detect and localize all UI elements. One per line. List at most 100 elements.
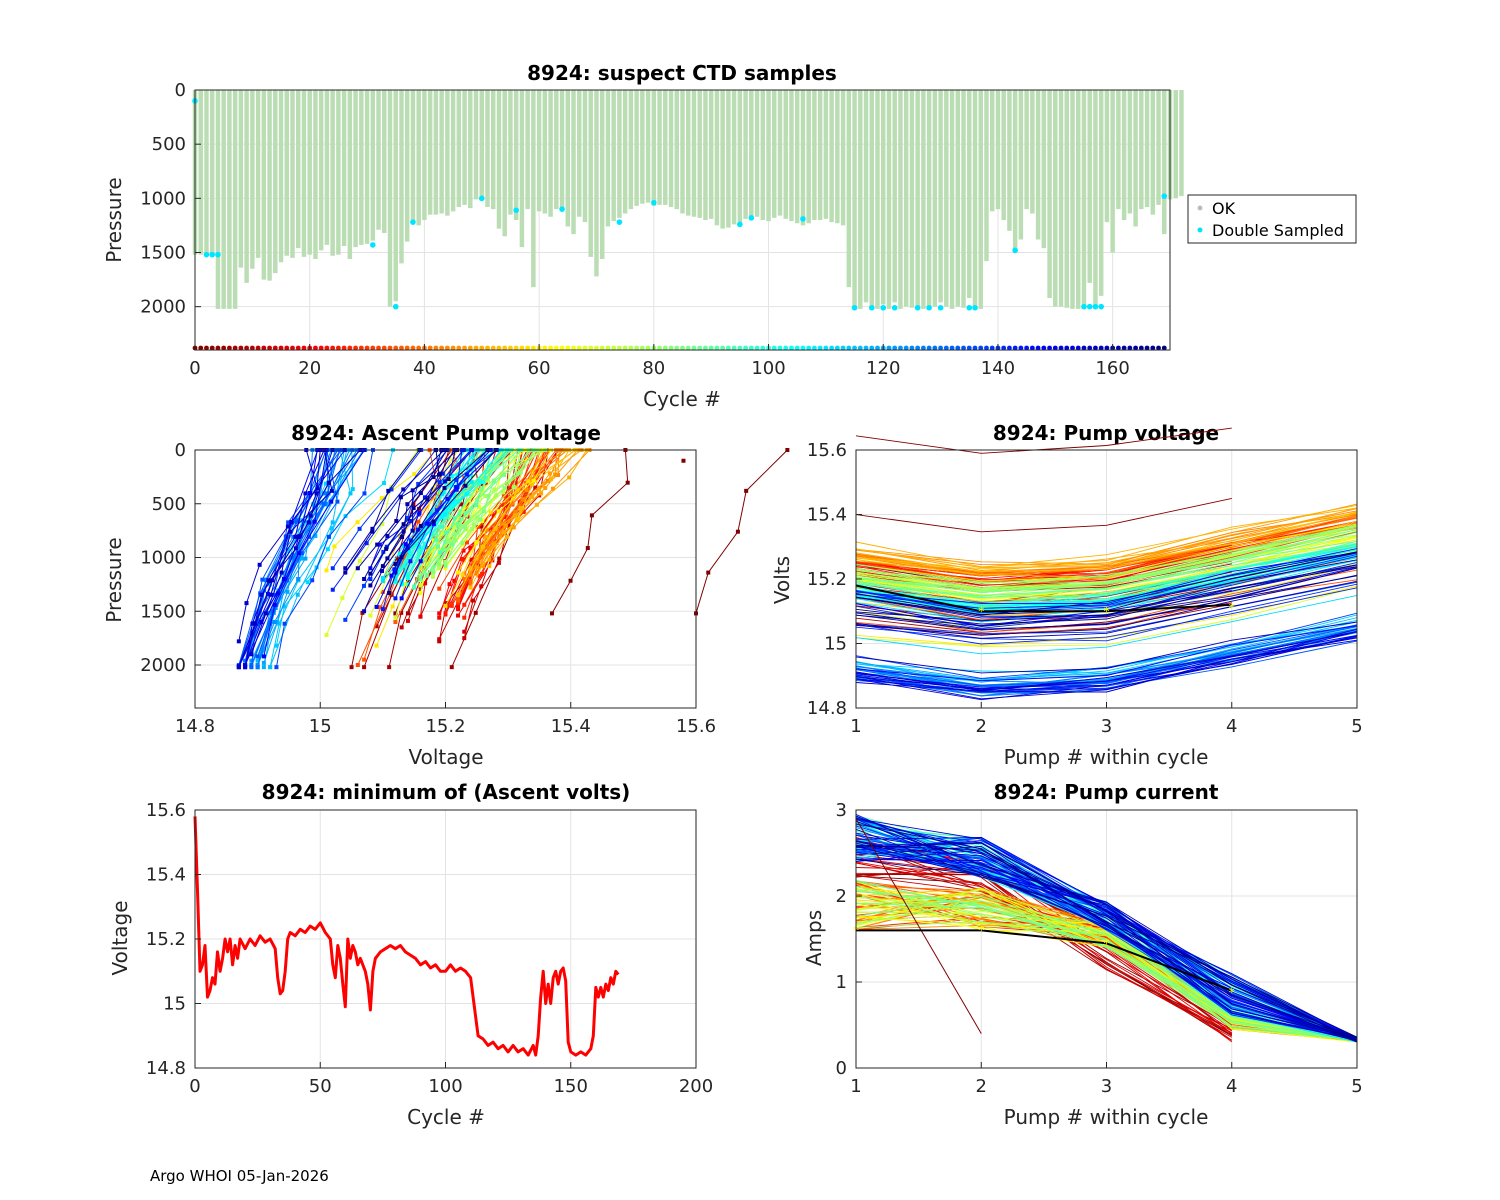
ascent-point bbox=[362, 577, 367, 581]
ascent-point bbox=[340, 595, 345, 600]
ascent-point bbox=[428, 511, 433, 516]
cycle-color-dot bbox=[617, 345, 622, 351]
ascent-point bbox=[335, 499, 340, 504]
ascent-point bbox=[463, 526, 468, 531]
ascent-cycle-line bbox=[238, 449, 321, 668]
ascent-point bbox=[405, 575, 410, 580]
ascent-cycle-line bbox=[394, 449, 488, 565]
suspect-axes-frame bbox=[194, 89, 1171, 351]
pumpcurr-x-tick-label: 4 bbox=[1226, 1076, 1237, 1097]
suspect-x-tick-label: 40 bbox=[413, 358, 436, 379]
ascent-point bbox=[477, 573, 482, 578]
pumpvolt-cycle-line bbox=[855, 427, 1232, 454]
ascent-point bbox=[503, 515, 508, 520]
ascent-point bbox=[285, 524, 290, 529]
ascent-point bbox=[531, 478, 536, 483]
ascent-point bbox=[384, 546, 389, 551]
ascent-point bbox=[423, 581, 428, 586]
ascent-point bbox=[483, 494, 488, 499]
ascent-point bbox=[417, 510, 422, 515]
ascent-point bbox=[424, 573, 429, 578]
ascent-point bbox=[486, 478, 491, 483]
double-sampled-point bbox=[1161, 193, 1168, 199]
ascent-cycle-line bbox=[369, 449, 440, 574]
ascent-point bbox=[322, 491, 327, 496]
ascent-point bbox=[255, 663, 260, 667]
legend-ok-marker bbox=[1197, 205, 1203, 211]
ascent-point bbox=[444, 601, 449, 606]
ascent-point bbox=[399, 582, 404, 587]
suspect-x-tick-label: 20 bbox=[298, 358, 321, 379]
ascent-point bbox=[440, 471, 445, 476]
ascent-x-tick-label: 15.2 bbox=[425, 716, 465, 737]
ascent-point bbox=[362, 609, 367, 614]
ascent-point bbox=[553, 472, 558, 477]
cycle-color-dot bbox=[565, 345, 571, 351]
cycle-color-dot bbox=[1029, 345, 1035, 351]
minimum-voltage-chart: 8924: minimum of (Ascent volts) Cycle # … bbox=[108, 780, 713, 1129]
ascent-point bbox=[418, 614, 423, 619]
ascent-point bbox=[316, 500, 321, 505]
cycle-color-dot bbox=[737, 345, 743, 351]
cycle-color-dot bbox=[1093, 345, 1098, 351]
minvolt-x-tick-label: 0 bbox=[189, 1076, 200, 1097]
ascent-point bbox=[501, 490, 506, 495]
ascent-point bbox=[326, 491, 331, 496]
ascent-point bbox=[380, 607, 385, 612]
ascent-point bbox=[502, 472, 507, 477]
ascent-point bbox=[293, 534, 298, 539]
cycle-color-dot bbox=[387, 345, 393, 351]
ascent-point bbox=[295, 592, 300, 597]
cycle-color-dot bbox=[898, 345, 903, 351]
ascent-y-tick-label: 1000 bbox=[140, 548, 186, 569]
ascent-point bbox=[481, 479, 486, 484]
double-sampled-point bbox=[559, 206, 565, 212]
ascent-point bbox=[437, 561, 442, 566]
cycle-color-dot bbox=[479, 345, 485, 351]
ascent-point bbox=[389, 487, 394, 492]
ascent-point bbox=[516, 516, 521, 521]
ascent-point bbox=[440, 515, 445, 520]
ascent-cycle-line bbox=[476, 449, 582, 568]
ascent-point bbox=[399, 596, 404, 601]
pumpvolt-cycle-line bbox=[855, 559, 1358, 617]
cycle-color-dot bbox=[433, 345, 439, 351]
cycle-color-dot bbox=[1012, 345, 1018, 351]
pumpvolt-cycle-line bbox=[855, 587, 1358, 647]
cycle-color-dot bbox=[559, 345, 565, 351]
ascent-point bbox=[449, 481, 454, 486]
ascent-point bbox=[349, 665, 354, 670]
ascent-point bbox=[282, 621, 287, 626]
pumpvolt-cycle-line bbox=[855, 527, 1358, 590]
ascent-point bbox=[399, 610, 404, 615]
cycle-color-dot bbox=[1127, 345, 1133, 351]
ascent-point bbox=[303, 491, 308, 496]
ascent-point bbox=[469, 557, 474, 562]
ascent-cycle-line bbox=[470, 449, 560, 575]
ascent-cycle-line bbox=[445, 449, 545, 607]
pumpcurr-cycle-line bbox=[855, 885, 1358, 1039]
ascent-point bbox=[408, 559, 413, 564]
pumpvolt-cycle-line bbox=[855, 552, 1358, 614]
ascent-point bbox=[437, 639, 442, 644]
ascent-point bbox=[405, 546, 410, 551]
ascent-point bbox=[443, 530, 448, 535]
pumpvolt-cycle-line bbox=[855, 594, 1358, 655]
cycle-color-dot bbox=[777, 345, 783, 351]
ascent-point bbox=[476, 482, 481, 487]
ascent-point bbox=[506, 523, 511, 528]
ascent-point bbox=[326, 534, 331, 539]
pumpcurr-y-tick-label: 1 bbox=[836, 972, 847, 993]
ascent-point bbox=[418, 559, 423, 564]
double-sampled-point bbox=[737, 221, 743, 228]
cycle-color-dot bbox=[892, 345, 898, 351]
ascent-point bbox=[400, 535, 405, 540]
pumpvolt-cycle-line bbox=[855, 567, 1358, 630]
double-sampled-point bbox=[616, 219, 623, 225]
ascent-x-tick-label: 14.8 bbox=[175, 716, 215, 737]
pumpvolt-cycle-line bbox=[855, 625, 1358, 682]
ascent-point bbox=[401, 487, 406, 492]
cycle-color-dot bbox=[410, 345, 416, 351]
ascent-point bbox=[249, 658, 254, 663]
suspect-y-tick-label: 1500 bbox=[140, 243, 186, 264]
